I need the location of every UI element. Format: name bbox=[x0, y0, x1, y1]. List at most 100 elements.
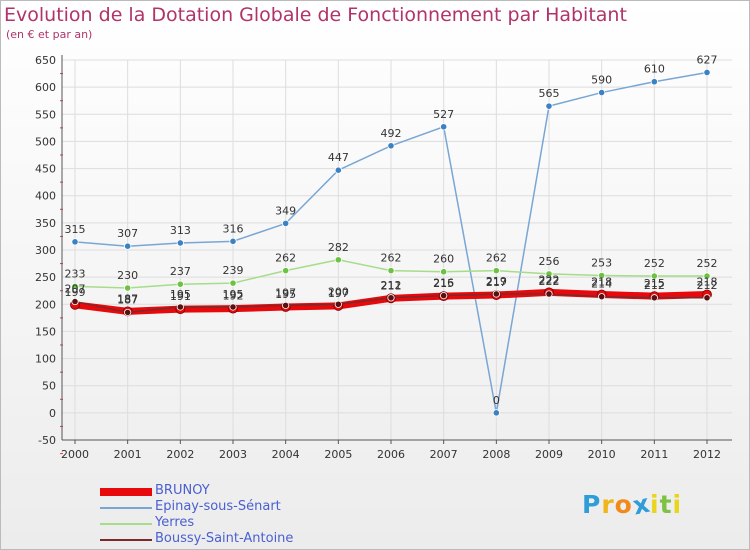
legend-swatch bbox=[100, 523, 152, 525]
x-tick-label: 2011 bbox=[640, 448, 668, 461]
data-label: 215 bbox=[433, 277, 454, 290]
data-point bbox=[598, 88, 606, 97]
data-label: 492 bbox=[381, 127, 402, 140]
legend-swatch bbox=[100, 488, 152, 496]
data-point bbox=[703, 272, 711, 280]
legend-label: Boussy-Saint-Antoine bbox=[155, 531, 294, 546]
x-tick-label: 2003 bbox=[219, 448, 247, 461]
data-label: 233 bbox=[65, 267, 86, 280]
data-label: 211 bbox=[381, 279, 402, 292]
data-point bbox=[703, 294, 711, 302]
data-point bbox=[71, 238, 79, 246]
data-label: 313 bbox=[170, 224, 191, 237]
data-point bbox=[650, 272, 658, 280]
data-point bbox=[387, 294, 395, 302]
data-point bbox=[282, 219, 290, 227]
data-label: 187 bbox=[117, 293, 138, 306]
data-point bbox=[492, 267, 500, 275]
data-label: 349 bbox=[275, 204, 296, 217]
data-point bbox=[176, 280, 184, 288]
y-tick-label: 450 bbox=[35, 163, 56, 176]
x-tick-label: 2001 bbox=[114, 448, 142, 461]
data-label: 252 bbox=[697, 257, 718, 270]
chart-subtitle: (en € et par an) bbox=[6, 28, 93, 41]
data-label: 260 bbox=[433, 253, 454, 266]
data-point bbox=[650, 78, 658, 86]
series-layer bbox=[70, 68, 712, 417]
data-point bbox=[282, 267, 290, 275]
data-label: 219 bbox=[486, 275, 507, 288]
series-epinay-sous-s-nart bbox=[71, 68, 711, 417]
data-point bbox=[545, 102, 553, 110]
data-point bbox=[650, 294, 658, 302]
data-label: 262 bbox=[486, 252, 507, 265]
y-tick-label: 600 bbox=[35, 81, 56, 94]
data-label: 253 bbox=[591, 257, 612, 270]
data-label: 222 bbox=[539, 273, 560, 286]
y-tick-label: 100 bbox=[35, 353, 56, 366]
data-point bbox=[229, 237, 237, 245]
data-label: 252 bbox=[644, 257, 665, 270]
y-tick-label: 0 bbox=[49, 407, 56, 420]
data-point bbox=[124, 242, 132, 250]
data-label: 212 bbox=[644, 279, 665, 292]
data-label: 197 bbox=[275, 286, 296, 299]
legend-swatch bbox=[100, 539, 152, 541]
x-tick-label: 2004 bbox=[272, 448, 300, 461]
grid bbox=[62, 59, 732, 441]
data-point bbox=[492, 409, 500, 417]
proxiti-logo: Proxiti bbox=[582, 489, 682, 521]
data-point bbox=[387, 142, 395, 150]
data-point bbox=[545, 290, 553, 298]
logo-letter: o bbox=[614, 490, 633, 519]
y-tick-label: 150 bbox=[35, 325, 56, 338]
y-tick-label: 300 bbox=[35, 244, 56, 257]
data-label: 200 bbox=[328, 285, 349, 298]
logo-letter: i bbox=[650, 490, 660, 519]
data-label: 216 bbox=[433, 277, 454, 290]
data-label: 218 bbox=[697, 276, 718, 289]
y-tick-label: 550 bbox=[35, 108, 56, 121]
data-label: 610 bbox=[644, 63, 665, 76]
data-point bbox=[71, 297, 79, 306]
logo-letter: t bbox=[659, 490, 673, 519]
legend-label: Epinay-sous-Sénart bbox=[155, 499, 281, 514]
data-point bbox=[176, 239, 184, 247]
y-tick-label: 50 bbox=[42, 380, 56, 393]
x-tick-label: 2008 bbox=[482, 448, 510, 461]
data-label: 262 bbox=[275, 252, 296, 265]
x-tick-label: 2000 bbox=[61, 448, 89, 461]
data-label: 195 bbox=[170, 288, 191, 301]
data-label: 197 bbox=[328, 287, 349, 300]
data-label: 565 bbox=[539, 87, 560, 100]
data-label: 218 bbox=[591, 276, 612, 289]
data-point bbox=[492, 290, 500, 298]
axes: -50 0 50 100 150 200 250 300 350 400 450 500 550 600 6… bbox=[35, 54, 732, 461]
data-point bbox=[229, 279, 237, 287]
y-tick-label: -50 bbox=[38, 434, 56, 447]
x-tick-label: 2002 bbox=[166, 448, 194, 461]
y-tick-label: 250 bbox=[35, 271, 56, 284]
x-tick-label: 2006 bbox=[377, 448, 405, 461]
logo-letter: r bbox=[601, 490, 615, 519]
series-boussy-saint-antoine bbox=[71, 290, 711, 317]
data-label: 222 bbox=[539, 275, 560, 288]
data-label: 212 bbox=[381, 279, 402, 292]
y-tick-label: 400 bbox=[35, 190, 56, 203]
data-point bbox=[440, 268, 448, 276]
data-point bbox=[387, 267, 395, 275]
data-label: 282 bbox=[328, 241, 349, 254]
data-point bbox=[334, 166, 342, 174]
data-label: 199 bbox=[65, 286, 86, 299]
data-label: 256 bbox=[539, 255, 560, 268]
data-label: 316 bbox=[223, 222, 244, 235]
data-label: 627 bbox=[697, 53, 718, 66]
data-label: 195 bbox=[223, 288, 244, 301]
x-tick-label: 2012 bbox=[693, 448, 721, 461]
data-point bbox=[282, 301, 290, 309]
data-point bbox=[703, 68, 711, 77]
data-label: 262 bbox=[381, 252, 402, 265]
data-label: 207 bbox=[65, 283, 86, 296]
